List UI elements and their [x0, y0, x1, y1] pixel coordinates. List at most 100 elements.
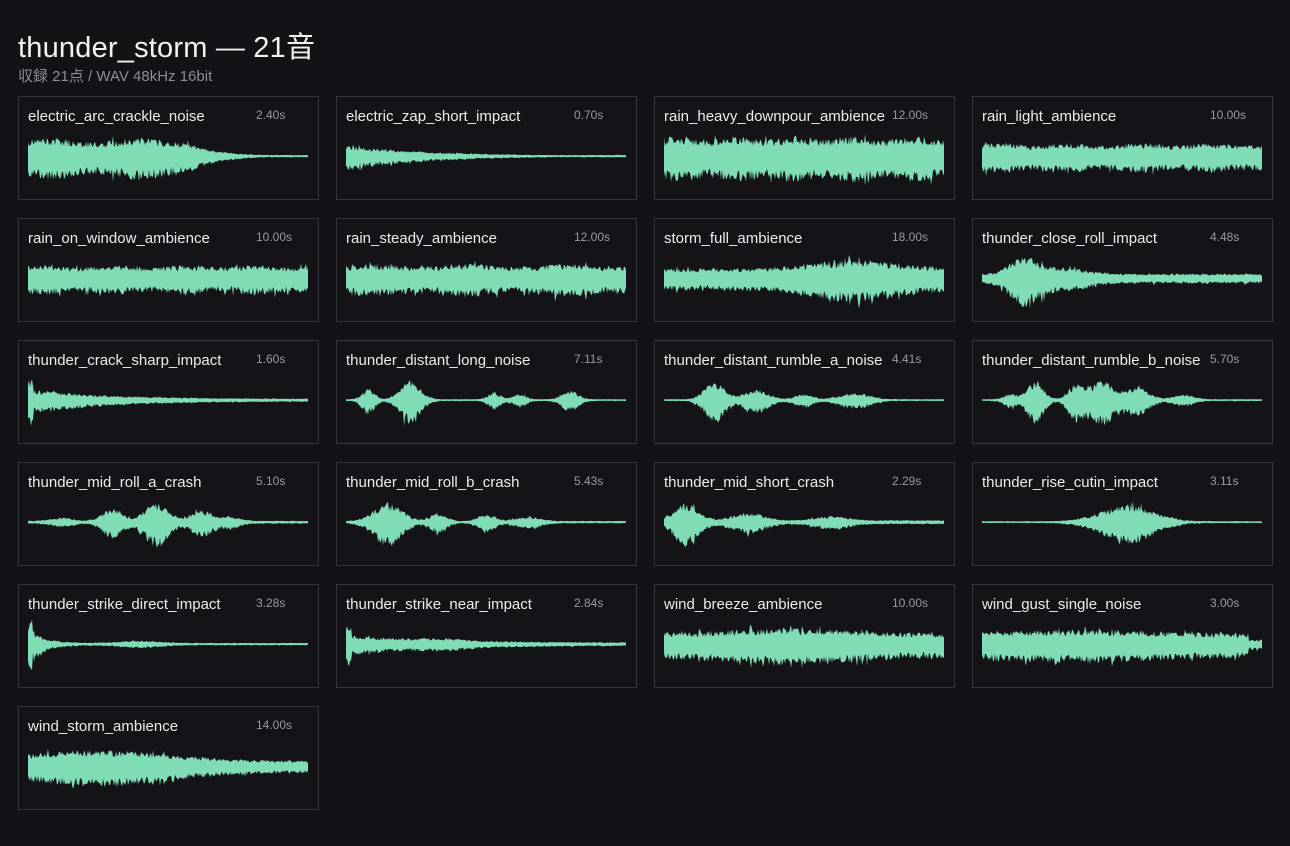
sound-name: thunder_strike_near_impact	[346, 596, 532, 613]
page-subtitle: 収録 21点 / WAV 48kHz 16bit	[18, 68, 213, 85]
waveform[interactable]	[28, 253, 308, 309]
sound-duration: 10.00s	[892, 596, 929, 610]
waveform-shape	[982, 141, 1262, 176]
sound-name: thunder_distant_rumble_a_noise	[664, 352, 883, 369]
sound-name: rain_heavy_downpour_ambience	[664, 108, 885, 125]
sound-name: thunder_strike_direct_impact	[28, 596, 221, 613]
sound-card[interactable]: thunder_mid_roll_b_crash 5.43s	[336, 462, 637, 566]
waveform[interactable]	[28, 619, 308, 675]
sound-duration: 2.29s	[892, 474, 922, 488]
waveform[interactable]	[982, 131, 1262, 187]
sound-duration: 4.48s	[1210, 230, 1240, 244]
sound-card[interactable]: rain_light_ambience 10.00s	[972, 96, 1273, 200]
sound-name: rain_light_ambience	[982, 108, 1117, 125]
sound-name: electric_arc_crackle_noise	[28, 108, 205, 125]
waveform[interactable]	[982, 375, 1262, 431]
sound-duration: 3.28s	[256, 596, 286, 610]
sound-card[interactable]: thunder_distant_long_noise 7.11s	[336, 340, 637, 444]
waveform-shape	[982, 626, 1262, 667]
waveform-shape	[664, 625, 944, 669]
sound-card[interactable]: storm_full_ambience 18.00s	[654, 218, 955, 322]
waveform-shape	[664, 134, 944, 186]
waveform-shape	[982, 501, 1262, 544]
sound-duration: 4.41s	[892, 352, 922, 366]
waveform[interactable]	[28, 375, 308, 431]
sound-duration: 5.10s	[256, 474, 286, 488]
sound-name: thunder_crack_sharp_impact	[28, 352, 222, 369]
waveform[interactable]	[664, 375, 944, 431]
sound-duration: 7.11s	[574, 352, 603, 366]
sound-duration: 12.00s	[574, 230, 611, 244]
waveform[interactable]	[664, 497, 944, 553]
waveform[interactable]	[982, 253, 1262, 309]
sound-card[interactable]: thunder_close_roll_impact 4.48s	[972, 218, 1273, 322]
sound-card[interactable]: rain_heavy_downpour_ambience 12.00s	[654, 96, 955, 200]
sound-name: thunder_distant_long_noise	[346, 352, 531, 369]
sound-name: wind_breeze_ambience	[664, 596, 823, 613]
waveform[interactable]	[346, 375, 626, 431]
waveform-shape	[982, 257, 1262, 309]
waveform[interactable]	[982, 497, 1262, 553]
sound-card[interactable]: thunder_strike_direct_impact 3.28s	[18, 584, 319, 688]
sound-card[interactable]: rain_steady_ambience 12.00s	[336, 218, 637, 322]
sound-card[interactable]: thunder_mid_short_crash 2.29s	[654, 462, 955, 566]
sound-name: thunder_mid_roll_a_crash	[28, 474, 202, 491]
waveform-shape	[982, 380, 1262, 426]
sound-name: thunder_close_roll_impact	[982, 230, 1158, 247]
sound-card[interactable]: thunder_strike_near_impact 2.84s	[336, 584, 637, 688]
sound-name: thunder_distant_rumble_b_noise	[982, 352, 1201, 369]
sound-card[interactable]: thunder_distant_rumble_a_noise 4.41s	[654, 340, 955, 444]
sound-duration: 12.00s	[892, 108, 929, 122]
page-title: thunder_storm — 21音	[18, 32, 316, 64]
sound-duration: 0.70s	[574, 108, 604, 122]
waveform[interactable]	[28, 497, 308, 553]
sound-duration: 10.00s	[256, 230, 293, 244]
waveform-shape	[664, 503, 944, 548]
page-header: thunder_storm — 21音 収録 21点 / WAV 48kHz 1…	[18, 30, 315, 87]
sound-card[interactable]: thunder_distant_rumble_b_noise 5.70s	[972, 340, 1273, 444]
waveform[interactable]	[346, 619, 626, 675]
sound-card[interactable]: thunder_rise_cutin_impact 3.11s	[972, 462, 1273, 566]
waveform[interactable]	[346, 131, 626, 187]
sound-duration: 10.00s	[1210, 108, 1247, 122]
waveform-shape	[28, 503, 308, 549]
sound-name: thunder_mid_roll_b_crash	[346, 474, 520, 491]
sound-duration: 5.70s	[1210, 352, 1240, 366]
sound-card[interactable]: wind_storm_ambience 14.00s	[18, 706, 319, 810]
sound-duration: 18.00s	[892, 230, 929, 244]
sound-card[interactable]: wind_gust_single_noise 3.00s	[972, 584, 1273, 688]
waveform-shape	[28, 748, 308, 789]
sound-name: thunder_rise_cutin_impact	[982, 474, 1158, 491]
sound-duration: 2.40s	[256, 108, 286, 122]
sound-card[interactable]: electric_zap_short_impact 0.70s	[336, 96, 637, 200]
waveform-shape	[28, 263, 308, 298]
waveform-shape	[346, 502, 626, 547]
sound-card[interactable]: rain_on_window_ambience 10.00s	[18, 218, 319, 322]
sound-card[interactable]: wind_breeze_ambience 10.00s	[654, 584, 955, 688]
sound-name: storm_full_ambience	[664, 230, 803, 247]
waveform-shape	[346, 260, 626, 302]
sound-name: electric_zap_short_impact	[346, 108, 521, 125]
waveform-shape	[346, 626, 626, 667]
waveform[interactable]	[346, 253, 626, 309]
waveform[interactable]	[664, 253, 944, 309]
waveform[interactable]	[664, 619, 944, 675]
sound-card[interactable]: thunder_crack_sharp_impact 1.60s	[18, 340, 319, 444]
waveform[interactable]	[664, 131, 944, 187]
waveform-shape	[28, 379, 308, 426]
waveform[interactable]	[982, 619, 1262, 675]
waveform[interactable]	[28, 741, 308, 797]
waveform-shape	[28, 136, 308, 182]
sound-duration: 14.00s	[256, 718, 293, 732]
sound-card[interactable]: thunder_mid_roll_a_crash 5.10s	[18, 462, 319, 566]
waveform-shape	[664, 383, 944, 423]
sound-duration: 2.84s	[574, 596, 604, 610]
sound-name: wind_storm_ambience	[28, 718, 179, 735]
sound-duration: 3.00s	[1210, 596, 1240, 610]
waveform[interactable]	[28, 131, 308, 187]
sound-name: rain_steady_ambience	[346, 230, 497, 247]
waveform[interactable]	[346, 497, 626, 553]
waveform-shape	[28, 619, 308, 670]
sound-card[interactable]: electric_arc_crackle_noise 2.40s	[18, 96, 319, 200]
sound-name: thunder_mid_short_crash	[664, 474, 835, 491]
